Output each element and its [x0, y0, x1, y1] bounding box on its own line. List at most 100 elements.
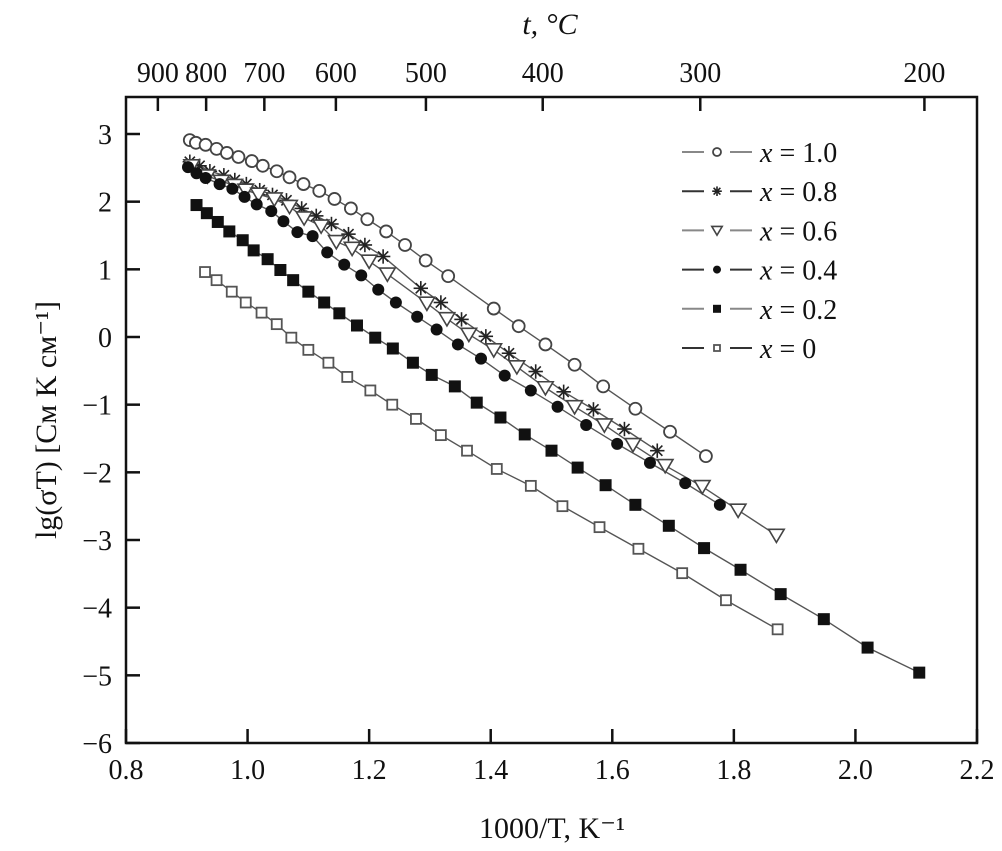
y-tick-label: −2 [82, 458, 112, 489]
top-tick-label: 700 [243, 58, 285, 89]
open-square-marker [632, 542, 645, 555]
marker-shape [558, 386, 570, 398]
filled-square-marker [599, 479, 612, 492]
filled-square-marker [211, 215, 224, 228]
marker-shape [418, 253, 433, 268]
legend: x = 1.0 x = 0.8 x = 0.6 x = 0.4 x = 0.2 x = 0 [682, 138, 837, 365]
marker-shape [474, 352, 487, 365]
marker-shape [441, 269, 456, 284]
marker-shape [327, 192, 342, 206]
marker-shape [494, 411, 507, 424]
open-circle-marker [712, 147, 722, 157]
marker-shape [369, 331, 382, 344]
marker-shape [565, 399, 584, 416]
marker-shape [190, 167, 203, 180]
marker-shape [434, 429, 447, 442]
marker-shape [484, 343, 503, 359]
marker-shape [511, 319, 526, 334]
open-circle-marker [296, 177, 311, 191]
marker-shape [377, 250, 389, 263]
marker-shape [448, 380, 461, 393]
open-square-marker [210, 274, 223, 287]
filled-circle-marker [265, 205, 278, 218]
marker-shape [556, 500, 569, 513]
open-triangle-down-marker [693, 479, 712, 496]
marker-shape [861, 641, 874, 654]
marker-shape [312, 183, 327, 198]
marker-shape [287, 274, 300, 287]
top-tick-label: 200 [903, 58, 945, 89]
marker-shape [580, 418, 593, 431]
marker-shape [269, 164, 284, 179]
filled-circle-marker [498, 369, 511, 382]
open-square-marker [341, 371, 354, 383]
top-tick-label: 600 [315, 58, 357, 89]
marker-shape [341, 371, 354, 383]
open-triangle-down-marker [595, 418, 614, 434]
marker-shape [190, 199, 203, 212]
marker-shape [255, 306, 268, 319]
filled-square-marker [386, 342, 399, 355]
asterisk-marker [357, 237, 373, 253]
filled-square-marker [518, 428, 531, 441]
open-circle-marker [567, 357, 582, 372]
y-tick-label: −5 [82, 661, 112, 692]
open-square-marker [593, 521, 606, 534]
asterisk-marker [712, 186, 722, 196]
marker-shape [372, 283, 385, 296]
open-triangle-down-marker [437, 311, 457, 328]
filled-square-marker [406, 356, 419, 369]
marker-shape [490, 463, 503, 475]
marker-shape [410, 412, 422, 425]
open-triangle-down-marker [265, 192, 284, 208]
marker-shape [321, 246, 334, 259]
filled-circle-marker [372, 283, 385, 296]
filled-circle-marker [213, 178, 226, 191]
marker-shape [226, 182, 239, 195]
open-square-marker [434, 429, 447, 442]
marker-shape [713, 498, 726, 511]
marker-shape [213, 178, 226, 191]
marker-shape [255, 158, 270, 173]
marker-shape [507, 359, 527, 376]
open-circle-marker [220, 146, 234, 160]
filled-circle-marker [713, 265, 721, 274]
filled-circle-marker [611, 437, 624, 450]
filled-circle-marker [226, 182, 239, 195]
marker-shape [710, 225, 724, 237]
filled-square-marker [913, 666, 926, 679]
marker-shape [545, 444, 558, 457]
marker-shape [277, 215, 290, 228]
filled-circle-marker [355, 269, 368, 282]
marker-shape [587, 403, 600, 416]
marker-shape [296, 177, 311, 191]
filled-square-marker [425, 368, 438, 381]
y-tick-label: 0 [98, 323, 112, 354]
marker-shape [210, 274, 223, 287]
open-circle-marker [596, 379, 611, 394]
open-circle-marker [628, 401, 643, 416]
marker-shape [470, 396, 483, 409]
filled-square-marker [734, 563, 747, 576]
open-circle-marker [511, 319, 526, 334]
legend-item: x = 1.0 [682, 138, 837, 169]
marker-shape [536, 380, 555, 397]
open-circle-marker [231, 150, 246, 164]
legend-item: x = 0.8 [682, 177, 837, 208]
asterisk-marker [501, 346, 517, 361]
marker-shape [306, 230, 319, 243]
asterisk-marker [556, 384, 571, 400]
open-circle-marker [538, 337, 553, 352]
marker-shape [359, 254, 379, 270]
marker-shape [596, 379, 611, 394]
marker-shape [530, 365, 542, 378]
x-tick-label: 1.0 [230, 755, 265, 786]
asterisk-marker [341, 226, 356, 242]
marker-shape [182, 161, 195, 174]
marker-shape [767, 528, 786, 545]
x-tick-label: 1.4 [473, 755, 508, 786]
marker-shape [720, 594, 732, 607]
filled-circle-marker [451, 338, 464, 351]
marker-shape [333, 307, 346, 320]
marker-shape [247, 244, 260, 257]
